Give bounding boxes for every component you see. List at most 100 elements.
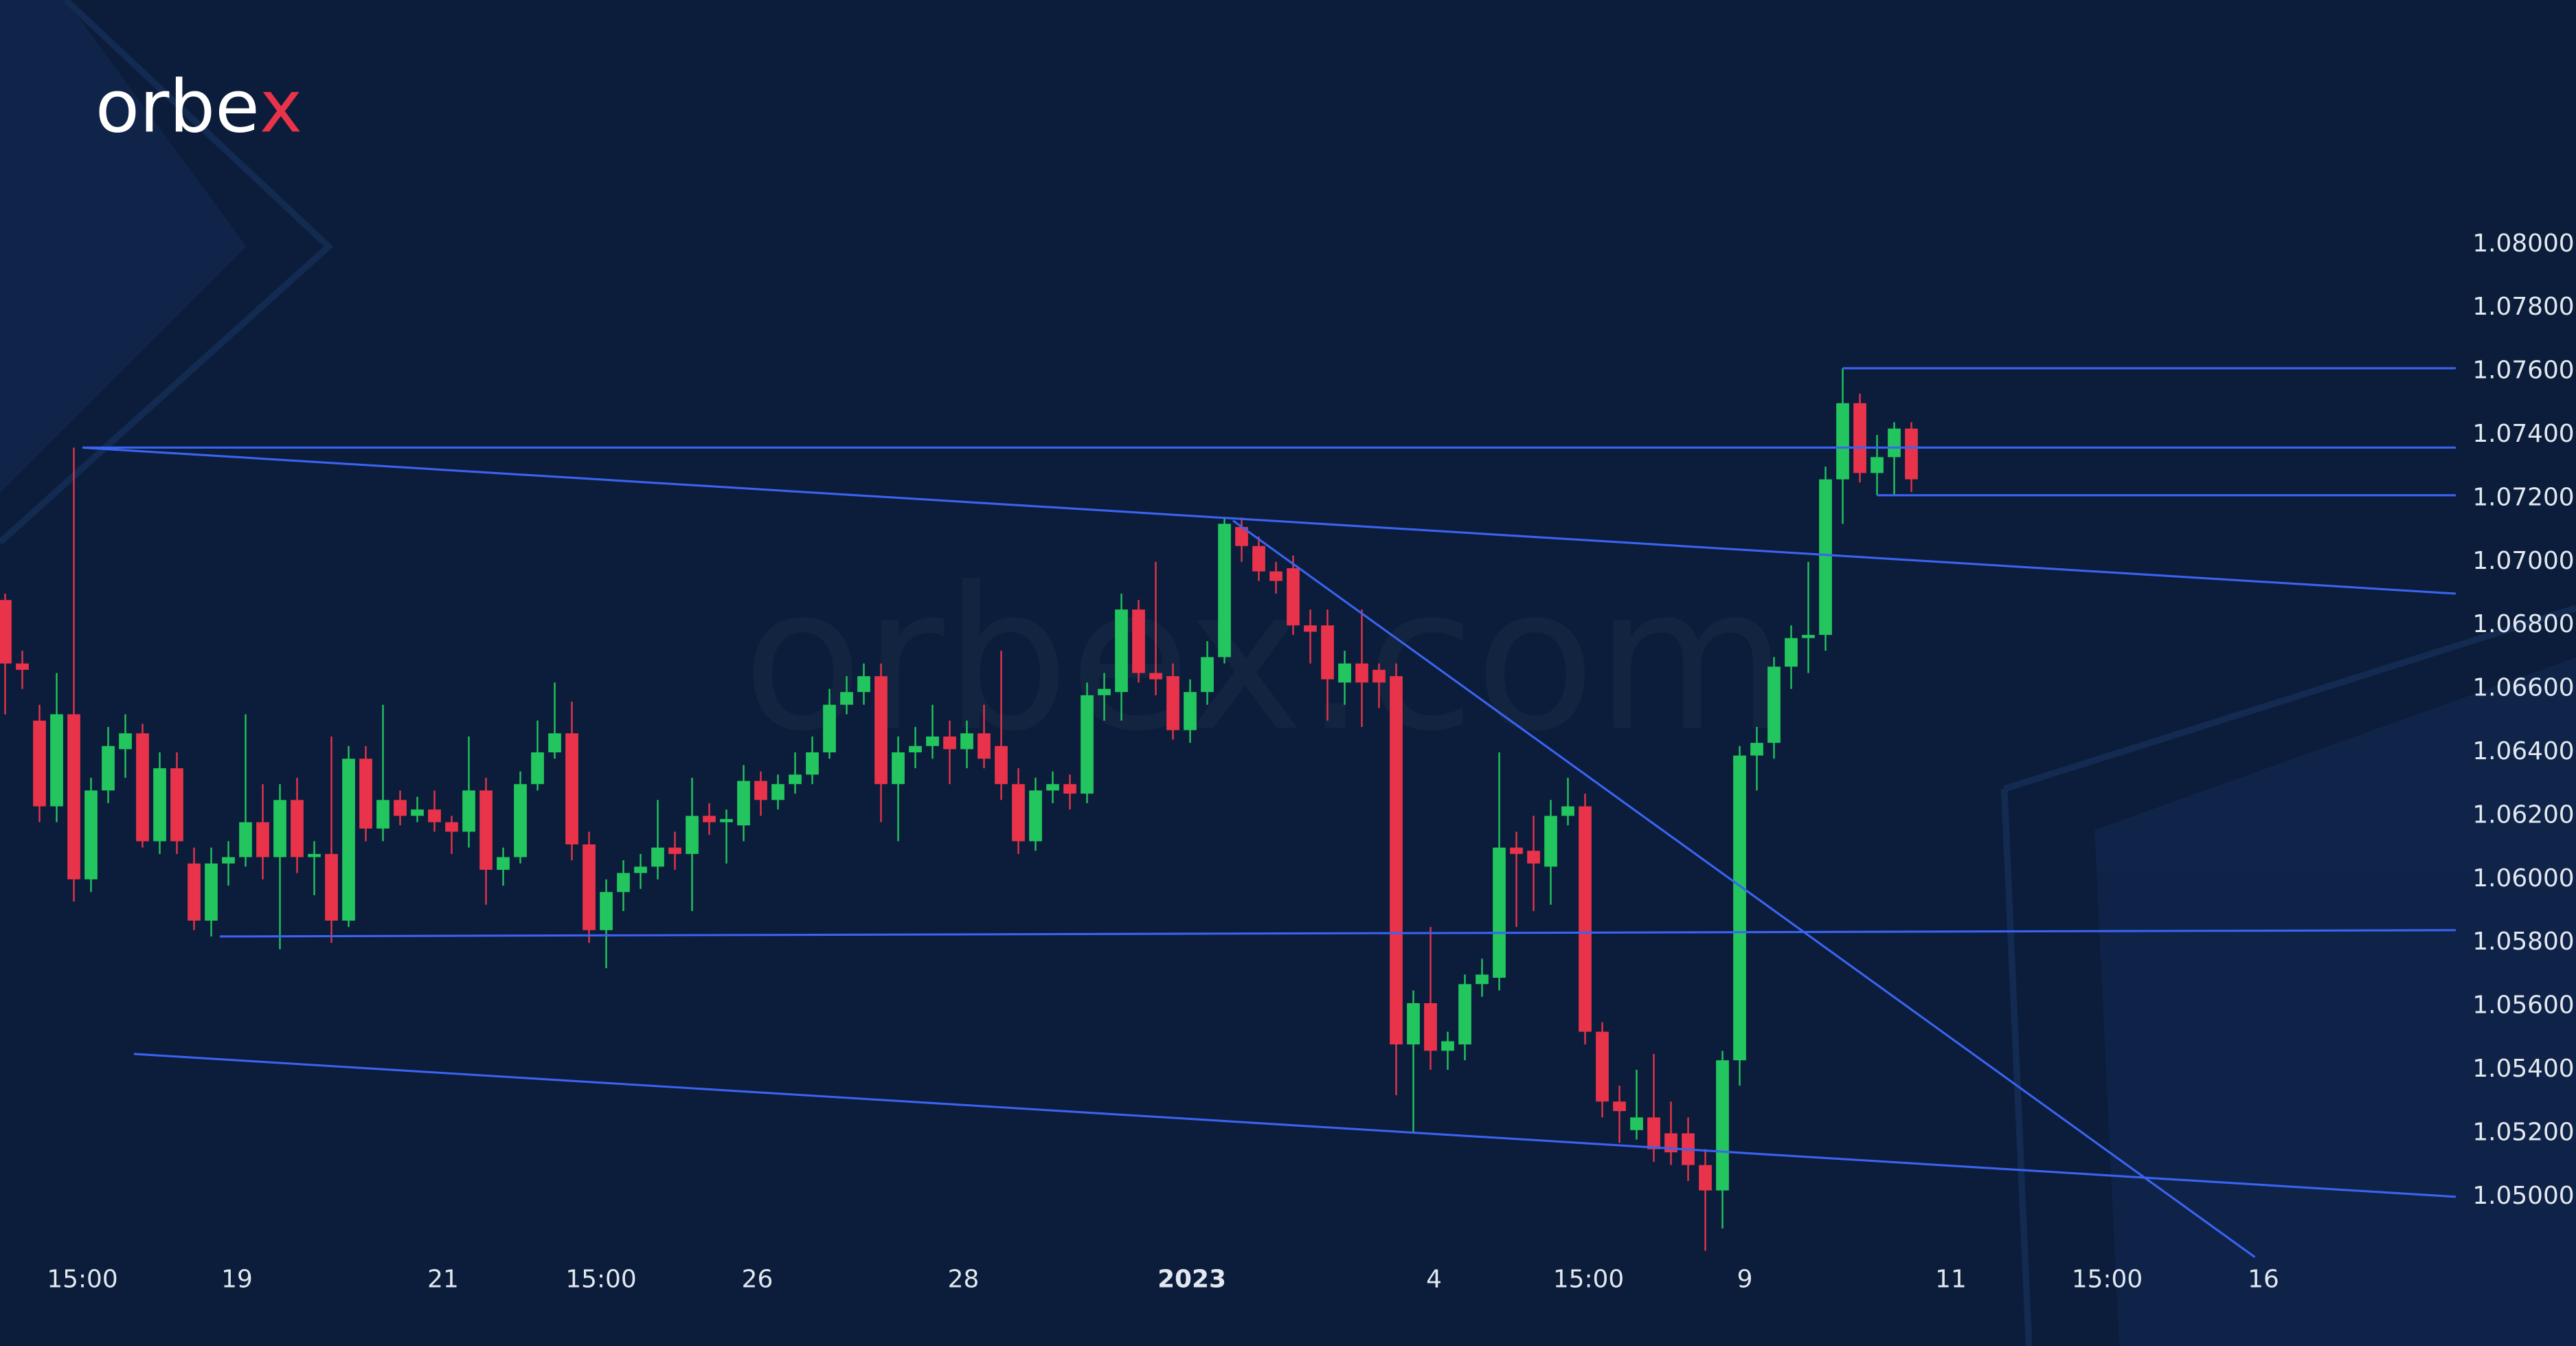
y-tick-label: 1.06800 <box>2472 610 2574 638</box>
candle-body <box>1287 568 1300 626</box>
candle-body <box>50 714 63 807</box>
candle-body <box>291 800 304 857</box>
candle-body <box>1527 851 1540 864</box>
candle-body <box>909 745 922 753</box>
candle-body <box>1510 847 1523 854</box>
candle-body <box>1098 688 1111 695</box>
x-tick-label: 15:00 <box>47 1265 117 1293</box>
x-tick-label: 9 <box>1737 1265 1753 1293</box>
chevron-outline <box>2003 605 2576 792</box>
x-tick-label: 19 <box>221 1265 253 1293</box>
candle-body <box>1355 663 1368 683</box>
candle-body <box>789 774 802 785</box>
candle-body <box>840 692 853 705</box>
y-tick-label: 1.06000 <box>2472 864 2574 893</box>
candle-body <box>1699 1165 1712 1191</box>
candle-body <box>1063 784 1076 794</box>
candle-body <box>1321 625 1334 680</box>
candle-body <box>153 768 166 842</box>
trend-line <box>1232 519 2256 1258</box>
candle-body <box>1888 428 1901 458</box>
chevron <box>2094 657 2576 1346</box>
y-tick-label: 1.05600 <box>2472 991 2574 1020</box>
candle-body <box>651 847 664 867</box>
candle-body <box>497 857 510 870</box>
logo-accent: x <box>260 64 302 148</box>
trend-line <box>219 929 2456 938</box>
candle-body <box>136 733 149 842</box>
candle-body <box>1424 1003 1437 1051</box>
y-tick-label: 1.05200 <box>2472 1118 2574 1146</box>
candle-body <box>1493 847 1506 978</box>
candle-body <box>479 790 493 870</box>
chevron-outline <box>0 0 334 545</box>
logo-main: orbe <box>95 64 260 148</box>
candle-body <box>1458 984 1471 1045</box>
candle-body <box>960 733 973 750</box>
candle-body <box>119 733 132 750</box>
candle-body <box>273 800 286 857</box>
candle-body <box>342 759 355 921</box>
candle-body <box>1338 663 1351 683</box>
y-tick-label: 1.05000 <box>2472 1182 2574 1210</box>
x-tick-label: 4 <box>1426 1265 1442 1293</box>
candle-body <box>102 745 115 791</box>
candle-body <box>1561 806 1574 816</box>
y-tick-label: 1.06600 <box>2472 674 2574 702</box>
candle-body <box>1407 1003 1420 1045</box>
trend-line <box>133 1053 2456 1198</box>
candle-body <box>239 822 252 857</box>
candle-body <box>1252 546 1265 572</box>
candle-body <box>1201 657 1214 693</box>
candle-body <box>857 676 870 693</box>
y-tick-label: 1.06400 <box>2472 737 2574 765</box>
candle-body <box>1149 673 1162 680</box>
candle-body <box>1304 625 1317 632</box>
candle-body <box>1184 692 1197 730</box>
candle-body <box>823 704 836 753</box>
candle-body <box>1613 1101 1626 1112</box>
candle-body <box>548 733 561 753</box>
candle-body <box>1579 806 1592 1032</box>
watermark: orbex.com <box>743 545 1787 774</box>
candle-body <box>874 676 888 785</box>
candle-body <box>1785 638 1798 667</box>
candle-body <box>1836 403 1849 480</box>
x-tick-label: 15:00 <box>2072 1265 2143 1293</box>
candle-body <box>583 844 596 930</box>
x-tick-label: 2023 <box>1157 1265 1226 1293</box>
candle-body <box>1235 526 1248 546</box>
candle-body <box>634 866 647 873</box>
candle-body <box>308 853 321 857</box>
candle-body <box>1390 676 1403 1045</box>
candle-body <box>359 759 372 829</box>
candle-body <box>0 600 12 664</box>
candle-body <box>1871 457 1884 473</box>
candle-body <box>205 863 218 921</box>
candle-body <box>703 816 716 822</box>
y-tick-label: 1.08000 <box>2472 229 2574 258</box>
x-tick-label: 26 <box>742 1265 773 1293</box>
candle-body <box>411 809 424 816</box>
candle-body <box>1767 666 1781 743</box>
candle-body <box>514 784 527 857</box>
x-tick-label: 15:00 <box>1553 1265 1624 1293</box>
candle-body <box>600 892 613 930</box>
logo: orbex <box>95 64 302 148</box>
candle-body <box>222 857 235 864</box>
chevron-outline <box>2000 788 2033 1346</box>
candle-body <box>926 736 939 746</box>
candle-body <box>1819 479 1832 636</box>
candle-body <box>445 822 458 832</box>
trend-line <box>82 446 2456 595</box>
candle-body <box>376 800 389 829</box>
candle-body <box>16 663 29 670</box>
x-tick-label: 15:00 <box>565 1265 636 1293</box>
x-tick-label: 16 <box>2248 1265 2279 1293</box>
candle-body <box>1115 609 1128 693</box>
candle-body <box>1218 524 1231 658</box>
candle-body <box>1733 755 1746 1061</box>
candle-body <box>1596 1031 1609 1102</box>
